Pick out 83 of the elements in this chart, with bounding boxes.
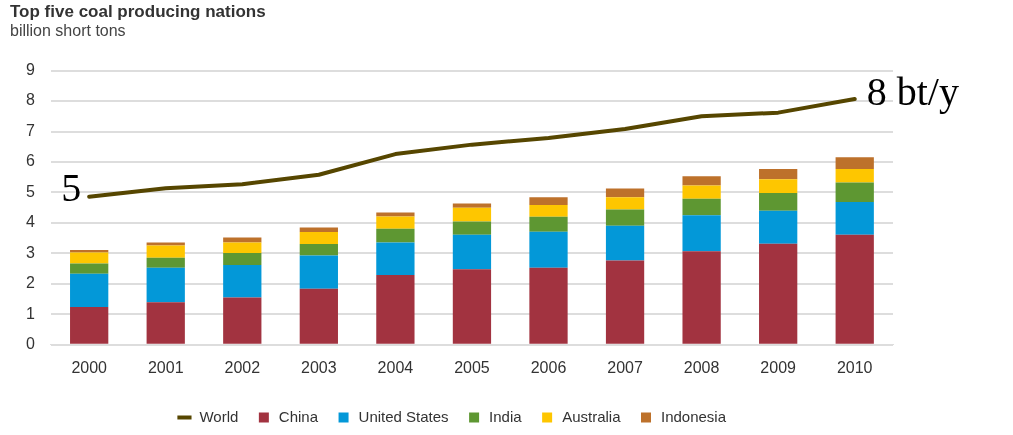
x-tick-label: 2001: [147, 358, 184, 376]
bar: [70, 273, 109, 308]
legend-label: World: [199, 407, 239, 425]
y-tick-label: 4: [25, 213, 35, 231]
bar: [682, 215, 721, 252]
bar: [146, 242, 185, 246]
bar: [682, 251, 721, 344]
chart-subtitle: billion short tons: [10, 22, 126, 40]
bar: [529, 216, 568, 232]
y-tick-label: 5: [25, 182, 35, 200]
bar: [759, 179, 798, 194]
annotation: 8 bt/y: [866, 69, 959, 115]
x-tick-label: 2005: [454, 358, 490, 376]
bar: [835, 201, 874, 235]
bar: [605, 209, 645, 226]
bar: [146, 267, 185, 303]
bar: [682, 198, 721, 216]
bar: [452, 269, 492, 344]
bar: [835, 234, 874, 344]
legend-label: India: [489, 407, 523, 425]
bar: [299, 255, 338, 289]
legend-label: United States: [358, 407, 449, 425]
bar: [146, 245, 185, 258]
bar: [759, 193, 798, 211]
bar: [70, 252, 109, 264]
bar: [452, 221, 492, 235]
x-tick-label: 2004: [377, 358, 414, 376]
y-tick-label: 7: [25, 121, 35, 139]
bar: [70, 263, 109, 274]
bar: [529, 231, 568, 268]
bar: [759, 210, 798, 244]
bar: [223, 297, 262, 344]
legend-label: Australia: [562, 407, 622, 425]
bar: [299, 243, 338, 256]
bar: [682, 185, 721, 199]
annotation: 5: [61, 165, 82, 211]
bar: [605, 225, 645, 261]
y-tick-label: 1: [25, 304, 35, 322]
x-tick-label: 2003: [301, 358, 337, 376]
bar: [223, 253, 262, 265]
bar: [376, 216, 415, 229]
bar: [759, 243, 798, 344]
y-tick-label: 9: [25, 61, 35, 79]
bar: [376, 275, 415, 344]
x-tick-label: 2002: [224, 358, 261, 376]
bar: [529, 204, 568, 217]
y-tick-label: 0: [25, 335, 35, 353]
bar: [529, 267, 568, 344]
bar: [146, 302, 185, 344]
x-tick-label: 2007: [607, 358, 643, 376]
y-tick-label: 3: [25, 243, 35, 261]
y-tick-label: 8: [25, 91, 35, 109]
x-tick-label: 2006: [530, 358, 567, 376]
bar: [299, 232, 338, 244]
legend-label: Indonesia: [660, 407, 727, 425]
legend-label: China: [278, 407, 319, 425]
bar: [835, 182, 874, 202]
x-tick-label: 2009: [760, 358, 797, 376]
bar: [452, 203, 492, 208]
y-tick-label: 6: [25, 152, 35, 170]
bar: [376, 228, 415, 243]
bar: [223, 264, 262, 298]
bar: [682, 176, 721, 186]
bar: [759, 169, 798, 180]
bar: [299, 288, 338, 344]
bar: [70, 307, 109, 344]
bar: [835, 157, 874, 170]
x-tick-label: 2000: [71, 358, 108, 376]
bar: [605, 197, 645, 210]
bar: [223, 242, 262, 254]
y-tick-label: 2: [25, 274, 35, 292]
bar: [146, 257, 185, 268]
bar: [376, 212, 415, 217]
chart-title: Top five coal producing nations: [10, 2, 266, 22]
bar: [605, 260, 645, 344]
x-tick-label: 2008: [683, 358, 720, 376]
x-tick-label: 2010: [836, 358, 873, 376]
bar: [605, 188, 645, 198]
bar: [376, 242, 415, 276]
bar: [452, 207, 492, 222]
bar: [835, 169, 874, 183]
bar: [529, 197, 568, 205]
bar: [452, 234, 492, 270]
